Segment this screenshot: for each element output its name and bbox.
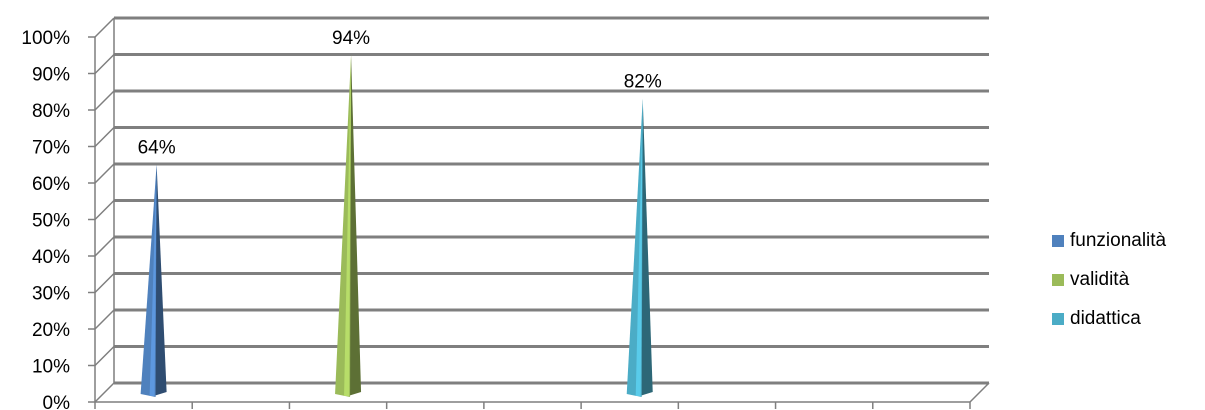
cone-side-dark [348,54,362,397]
data-label: 82% [624,72,662,93]
legend-item-didattica: didattica [1052,306,1166,332]
gridline-side [94,272,115,294]
cones [140,54,653,398]
gridlines [94,16,989,403]
y-tick-label: 60% [32,174,70,195]
gridline-side [94,345,115,367]
legend-label: funzionalità [1070,230,1167,251]
legend-swatch [1052,313,1064,325]
cone [335,54,362,398]
data-labels: 64% 94% 82% [138,28,662,158]
gridline-side [94,236,115,257]
y-tick-label: 100% [21,28,70,49]
gridline-side [94,53,115,75]
y-tick-label: 10% [32,357,70,378]
y-tick-label: 0% [43,393,71,410]
legend-item-funzionalita: funzionalità [1052,228,1166,254]
cone-highlight [344,54,352,397]
cone-highlight [635,98,643,396]
cone [140,164,167,397]
legend: funzionalità validità didattica [1052,228,1166,345]
y-tick-labels: 0% 10% 20% 30% 40% 50% 60% 70% 80% 90% 100% [21,28,70,410]
y-tick-label: 20% [32,320,70,341]
y-tick-label: 80% [32,101,70,122]
cone-highlight [149,164,157,396]
y-tick-label: 30% [32,284,70,305]
y-tick-label: 90% [32,65,70,86]
legend-label: didattica [1070,308,1141,329]
x-axis-side [969,382,990,403]
cone-side-dark [153,164,167,396]
gridline-side [94,17,115,38]
legend-swatch [1052,235,1064,247]
legend-swatch [1052,274,1064,286]
data-label: 64% [138,137,176,158]
cone [626,98,653,397]
legend-label: validità [1070,269,1130,290]
axes [88,18,990,409]
y-tick-label: 50% [32,211,70,232]
y-tick-label: 70% [32,138,70,159]
gridline-side [94,199,115,221]
gridline-side [94,382,115,403]
cone-side-dark [639,98,653,396]
data-label: 94% [332,28,370,49]
gridline-side [94,163,115,184]
gridline-side [94,126,115,148]
y-tick-label: 40% [32,247,70,268]
legend-item-validita: validità [1052,267,1166,293]
gridline-side [94,309,115,330]
gridline-side [94,90,115,111]
